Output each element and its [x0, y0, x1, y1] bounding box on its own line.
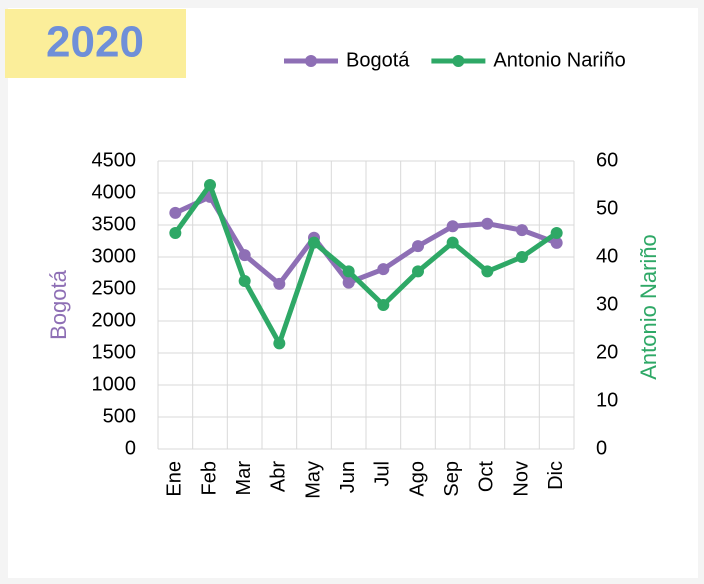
y2-tick-label: 0: [596, 437, 607, 459]
point: [204, 179, 216, 191]
point: [273, 337, 286, 350]
y-tick-label: 2000: [92, 309, 137, 331]
y-tick-label: 1500: [92, 341, 137, 363]
y-tick-label: 2500: [92, 277, 137, 299]
x-tick-label: May: [302, 461, 324, 499]
point: [550, 236, 563, 249]
y-tick-label: 1000: [92, 373, 137, 395]
x-tick-label: Oct: [476, 461, 498, 493]
point: [342, 265, 355, 278]
title-box: [5, 9, 186, 78]
y2-tick-label: 60: [596, 149, 618, 171]
x-tick-label: Feb: [198, 461, 220, 495]
x-tick-label: Ene: [164, 461, 186, 497]
point: [516, 224, 528, 237]
y2-tick-label: 20: [596, 341, 618, 363]
y-tick-label: 3500: [92, 213, 137, 235]
point: [308, 236, 320, 249]
point: [342, 276, 355, 289]
x-tick-label: Dic: [545, 461, 567, 490]
point: [516, 251, 528, 263]
y-tick-label: 3000: [92, 245, 137, 267]
x-tick-label: Abr: [268, 461, 290, 492]
legend-marker: [305, 55, 317, 67]
point: [238, 275, 251, 287]
legend-label: Antonio Nariño: [493, 49, 625, 71]
series-line: [173, 182, 559, 346]
x-tick-label: Nov: [510, 461, 532, 497]
point: [412, 240, 424, 253]
y2-axis-title: Antonio Nariño: [636, 234, 661, 380]
point: [377, 299, 390, 311]
x-tick-label: Mar: [233, 461, 255, 496]
card: [8, 8, 698, 578]
y-tick-label: 0: [125, 437, 136, 459]
y2-tick-label: 10: [596, 389, 618, 411]
legend-label: Bogotá: [346, 49, 410, 71]
y-tick-label: 4000: [92, 181, 137, 203]
point: [377, 263, 390, 276]
legend-marker: [452, 55, 465, 67]
point: [550, 227, 563, 239]
point: [446, 220, 459, 233]
x-tick-label: Ago: [406, 461, 428, 497]
y2-tick-label: 40: [596, 245, 618, 267]
point: [412, 265, 424, 278]
y-axis-title: Bogotá: [46, 269, 71, 339]
y-tick-label: 500: [103, 405, 136, 427]
y2-tick-label: 30: [596, 293, 618, 315]
x-tick-label: Sep: [441, 461, 463, 497]
point: [169, 206, 182, 219]
point: [481, 217, 494, 230]
y-tick-label: 4500: [92, 149, 137, 171]
chart-title: 2020: [46, 18, 144, 67]
point: [273, 277, 286, 290]
y2-tick-label: 50: [596, 197, 618, 219]
point: [238, 249, 251, 262]
x-tick-label: Jun: [337, 461, 359, 493]
point: [446, 236, 459, 249]
x-tick-label: Jul: [372, 461, 394, 487]
point: [481, 265, 494, 278]
point: [169, 227, 182, 239]
